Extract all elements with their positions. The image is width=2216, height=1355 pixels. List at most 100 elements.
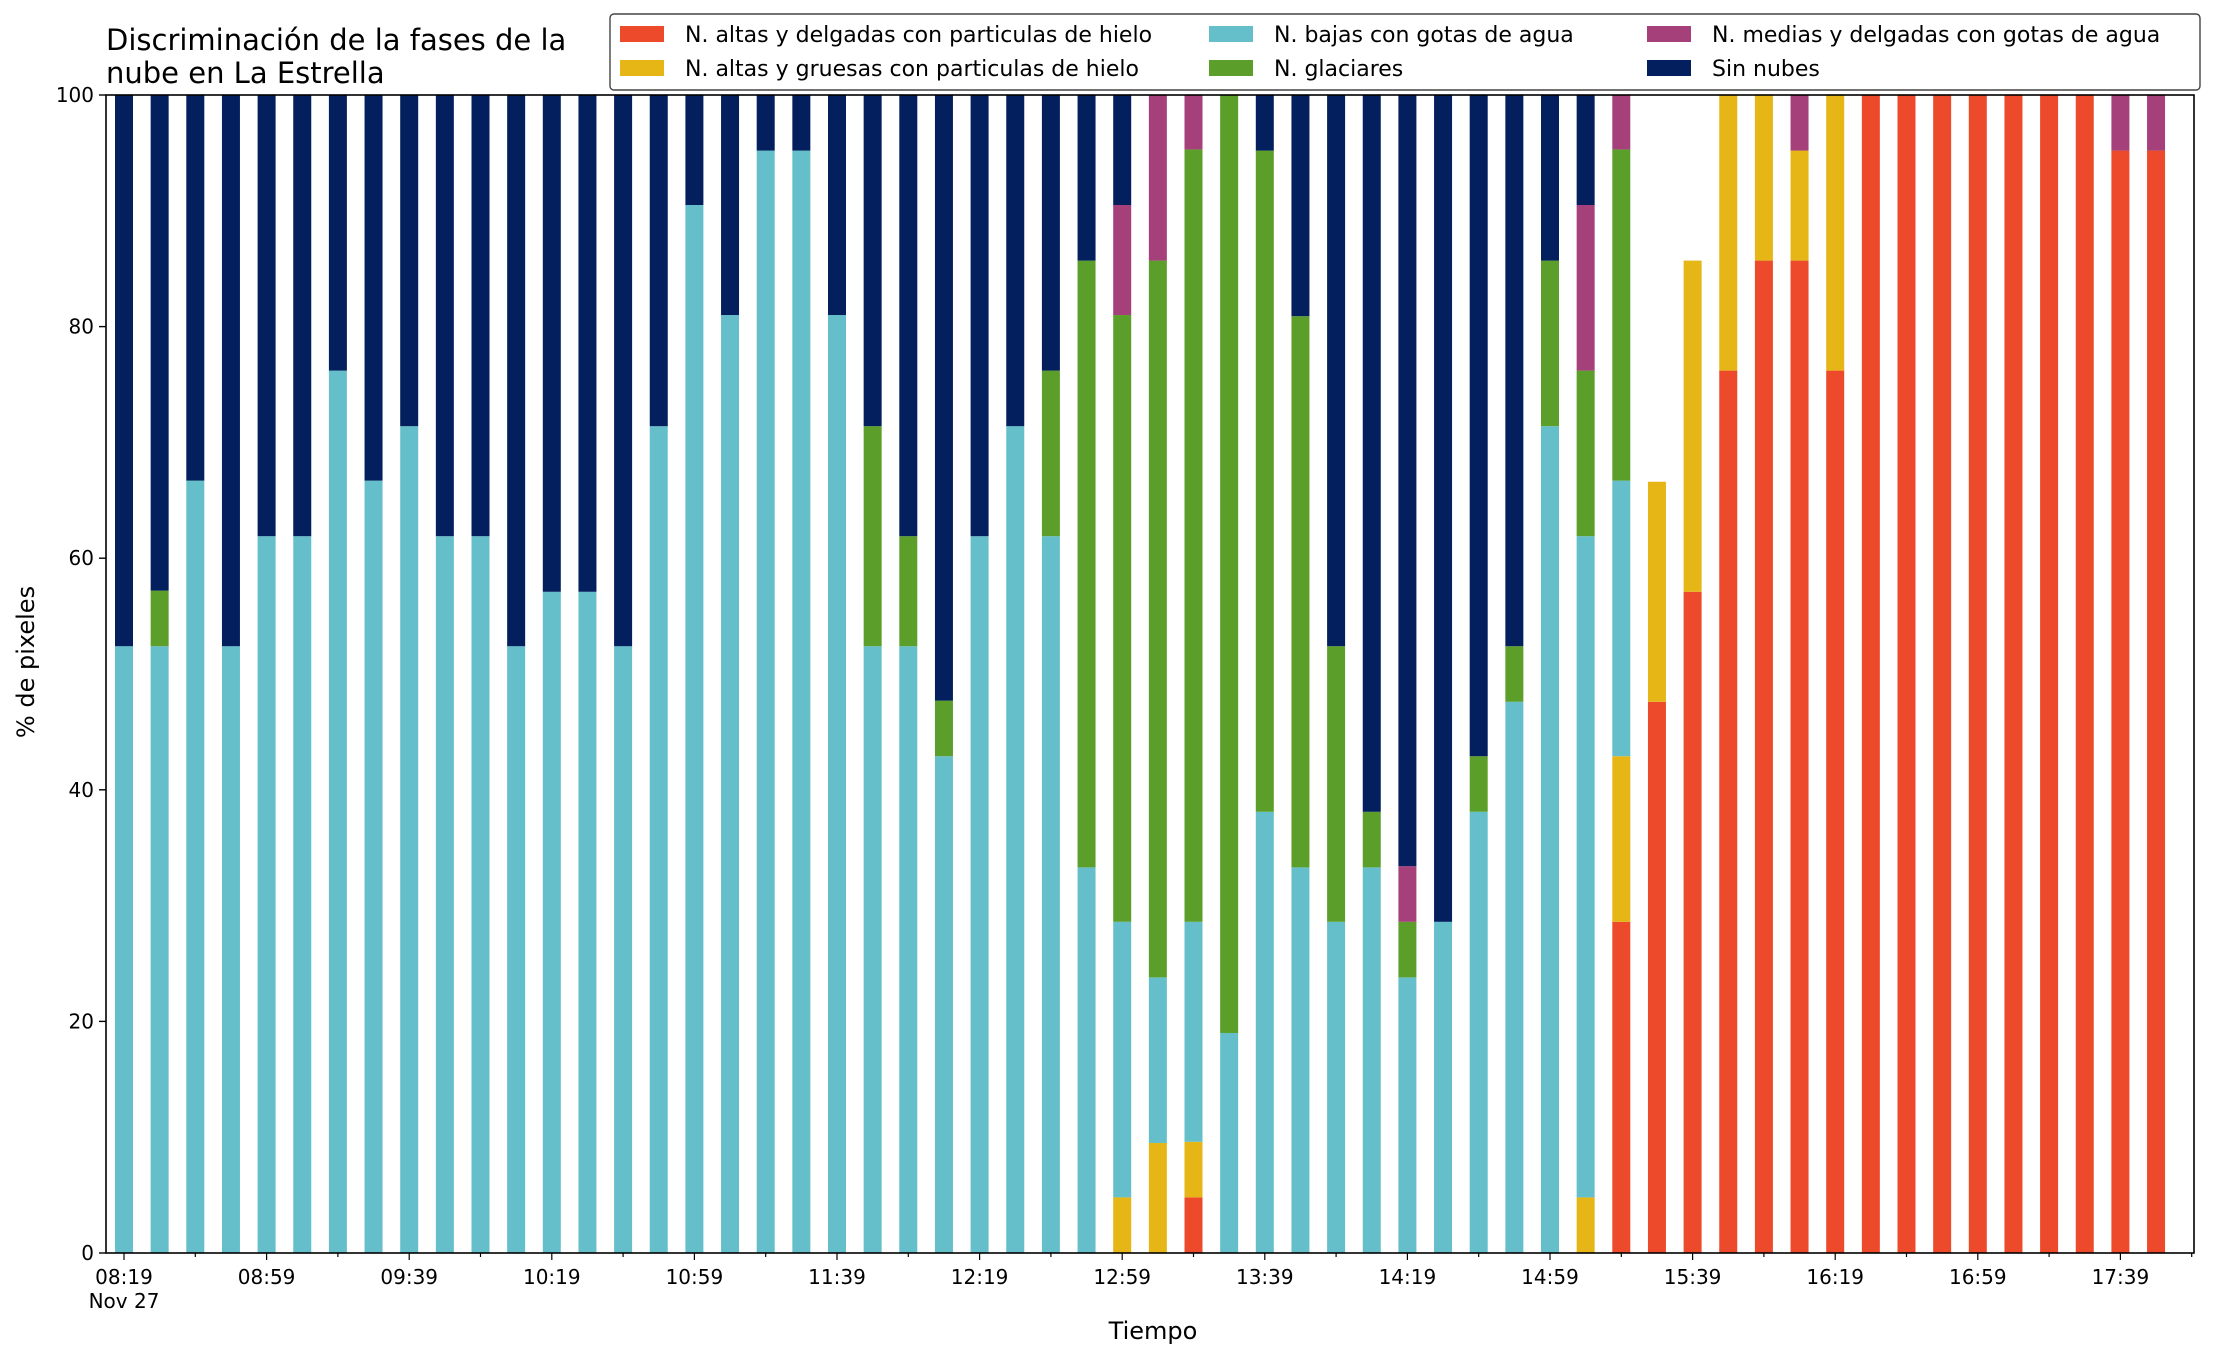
bar-segment-s5-22 xyxy=(899,95,918,537)
bar-segment-s2-11 xyxy=(507,646,526,1253)
bar-segment-s5-41 xyxy=(1576,95,1595,206)
bar-segment-s2-1 xyxy=(150,646,169,1253)
bar-segment-s5-11 xyxy=(507,95,526,647)
bar-segment-s2-36 xyxy=(1398,977,1417,1253)
bar-segment-s0-51 xyxy=(1933,95,1952,1253)
bar-segment-s2-32 xyxy=(1255,811,1274,1253)
legend: N. altas y delgadas con particulas de hi… xyxy=(609,13,2201,91)
bar-segment-s2-39 xyxy=(1505,701,1524,1253)
bar-segment-s5-33 xyxy=(1291,95,1310,317)
x-tick-label: 15:39 xyxy=(1664,1265,1722,1289)
bar-segment-s3-38 xyxy=(1469,756,1488,812)
legend-frame xyxy=(609,13,2201,91)
bar-segment-s4-57 xyxy=(2147,95,2166,151)
bar-segment-s2-16 xyxy=(685,205,704,1253)
bar-segment-s5-37 xyxy=(1434,95,1453,922)
bar-segment-s5-9 xyxy=(435,95,454,537)
bar-segment-s3-31 xyxy=(1220,95,1239,1033)
y-tick-label: 80 xyxy=(69,315,94,339)
bar-segment-s2-17 xyxy=(721,315,740,1253)
bar-segment-s2-38 xyxy=(1469,811,1488,1253)
bar-segment-s0-46 xyxy=(1754,260,1773,1254)
bar-segment-s5-7 xyxy=(364,95,383,481)
bar-segment-s1-28 xyxy=(1113,1197,1132,1253)
bar-segment-s3-41 xyxy=(1576,370,1595,537)
y-axis: 0 20 40 60 80 100 xyxy=(56,83,106,1265)
bar-segment-s2-19 xyxy=(792,150,811,1254)
bar-segment-s2-24 xyxy=(970,536,989,1253)
bar-segment-s5-8 xyxy=(400,95,419,427)
x-tick-label: 10:59 xyxy=(666,1265,724,1289)
bar-segment-s5-0 xyxy=(115,95,133,647)
x-tick-label: 09:39 xyxy=(380,1265,438,1289)
bar-segment-s0-56 xyxy=(2111,150,2130,1254)
bar-segment-s3-26 xyxy=(1041,370,1060,537)
bar-segment-s2-7 xyxy=(364,480,383,1253)
bar-segment-s0-57 xyxy=(2147,150,2166,1254)
bar-segment-s2-37 xyxy=(1434,921,1453,1253)
x-axis-label: Tiempo xyxy=(1108,1317,1198,1345)
x-tick-label: 11:39 xyxy=(808,1265,866,1289)
bar-segment-s5-5 xyxy=(293,95,312,537)
bar-segment-s2-15 xyxy=(649,426,668,1253)
x-tick-label: 13:39 xyxy=(1236,1265,1294,1289)
bar-segment-s5-12 xyxy=(542,95,561,592)
bar-segment-s3-21 xyxy=(863,426,882,647)
bar-segment-s3-36 xyxy=(1398,921,1417,978)
legend-label-1: N. altas y gruesas con particulas de hie… xyxy=(685,57,1139,82)
bar-segment-s0-45 xyxy=(1719,370,1738,1254)
bar-segment-s0-43 xyxy=(1647,701,1666,1253)
bar-segment-s2-33 xyxy=(1291,867,1310,1253)
bar-segment-s5-6 xyxy=(328,95,347,371)
bar-segment-s2-18 xyxy=(756,150,775,1254)
bar-segment-s1-46 xyxy=(1754,95,1773,261)
chart-title-line-1: Discriminación de la fases de la xyxy=(106,23,566,57)
x-tick-label: 16:19 xyxy=(1806,1265,1864,1289)
legend-swatch-5 xyxy=(1647,60,1691,76)
bar-segment-s0-47 xyxy=(1790,260,1809,1254)
bar-segment-s5-15 xyxy=(649,95,668,427)
bar-segment-s5-14 xyxy=(614,95,633,647)
bar-segment-s2-4 xyxy=(257,536,276,1253)
x-tick-label: 12:19 xyxy=(951,1265,1009,1289)
bar-segment-s5-26 xyxy=(1041,95,1060,371)
x-tick-label: 10:19 xyxy=(523,1265,581,1289)
bar-segment-s0-48 xyxy=(1826,370,1845,1254)
bar-segment-s0-53 xyxy=(2004,95,2023,1253)
bar-segment-s3-33 xyxy=(1291,316,1310,868)
bar-segment-s4-36 xyxy=(1398,866,1417,922)
bar-segment-s4-28 xyxy=(1113,205,1132,316)
y-tick-label: 0 xyxy=(81,1241,94,1265)
bar-segment-s0-52 xyxy=(1968,95,1987,1253)
bar-segment-s2-34 xyxy=(1327,921,1346,1253)
x-tick-label: 14:59 xyxy=(1521,1265,1579,1289)
plot-frame xyxy=(105,94,2195,1254)
bar-segment-s2-30 xyxy=(1184,921,1203,1142)
y-tick-label: 60 xyxy=(69,546,94,570)
bar-segment-s4-30 xyxy=(1184,95,1203,150)
bar-segment-s5-4 xyxy=(257,95,276,537)
bar-segment-s2-27 xyxy=(1077,867,1096,1253)
bar-segment-s2-9 xyxy=(435,536,454,1253)
bar-segment-s1-29 xyxy=(1148,1142,1167,1253)
bar-segment-s2-41 xyxy=(1576,536,1595,1198)
bar-segment-s4-47 xyxy=(1790,95,1809,151)
bar-segment-s2-6 xyxy=(328,370,347,1254)
bar-segment-s2-31 xyxy=(1220,1032,1239,1253)
bar-segment-s5-10 xyxy=(471,95,490,537)
bar-segment-s4-41 xyxy=(1576,205,1595,371)
legend-swatch-4 xyxy=(1647,26,1691,42)
bar-segment-s0-55 xyxy=(2075,95,2094,1253)
legend-swatch-2 xyxy=(1209,26,1253,42)
y-tick-label: 20 xyxy=(69,1009,94,1033)
bar-segment-s5-16 xyxy=(685,95,704,206)
legend-label-4: N. medias y delgadas con gotas de agua xyxy=(1712,23,2160,48)
bars-layer xyxy=(115,95,2166,1254)
bar-segment-s5-28 xyxy=(1113,95,1132,206)
bar-segment-s0-54 xyxy=(2040,95,2059,1253)
bar-segment-s2-21 xyxy=(863,646,882,1253)
bar-segment-s3-32 xyxy=(1255,150,1274,812)
bar-segment-s3-30 xyxy=(1184,149,1203,922)
bar-segment-s2-12 xyxy=(542,591,561,1253)
